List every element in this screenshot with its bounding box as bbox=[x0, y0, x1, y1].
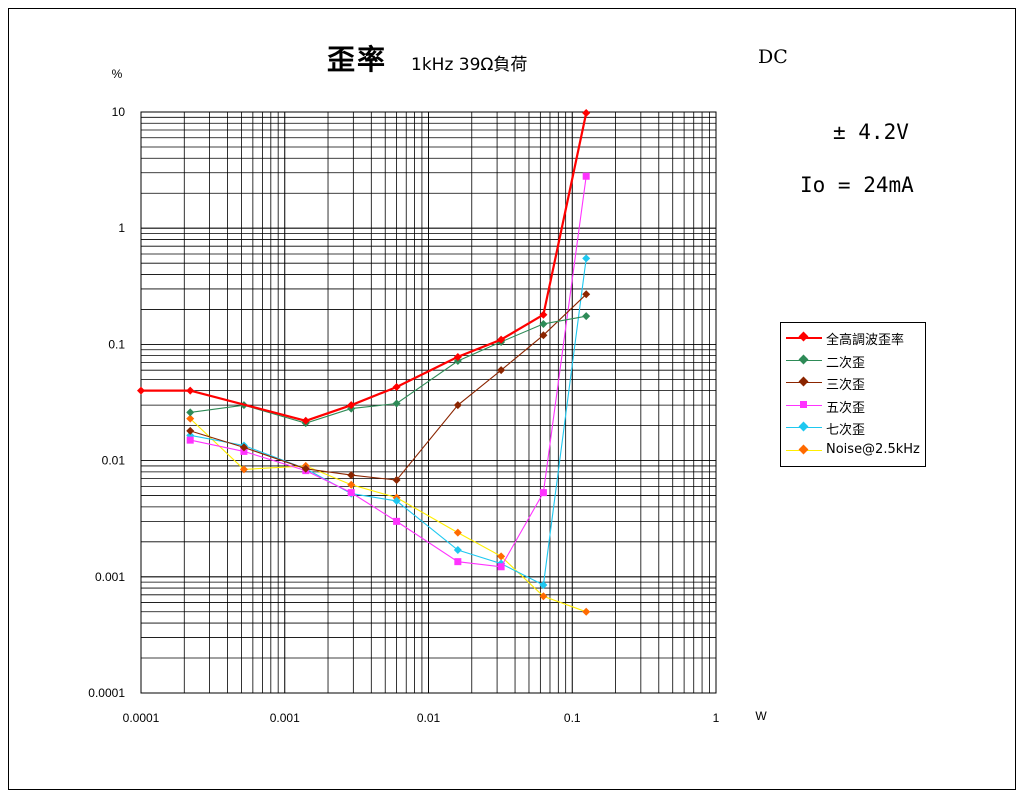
legend-item-h5: 五次歪 bbox=[781, 396, 925, 416]
data-point-noise bbox=[539, 592, 548, 601]
legend-label: 五次歪 bbox=[826, 400, 866, 416]
data-point-h2 bbox=[186, 408, 195, 417]
data-point-h3 bbox=[453, 401, 462, 410]
data-point-h3 bbox=[497, 366, 506, 375]
y-tick-label: 0.0001 bbox=[88, 686, 125, 700]
data-point-noise bbox=[497, 552, 506, 561]
data-point-noise bbox=[453, 528, 462, 537]
data-point-thd bbox=[497, 335, 506, 344]
current-label: Io = 24mA bbox=[800, 173, 914, 197]
legend-marker bbox=[800, 400, 807, 408]
x-tick-label: 0.001 bbox=[270, 711, 300, 725]
y-tick-label: 0.001 bbox=[95, 570, 125, 584]
dc-label: DC bbox=[758, 46, 788, 68]
legend-marker bbox=[798, 354, 809, 364]
data-point-noise bbox=[239, 465, 248, 474]
data-point-h7 bbox=[539, 581, 548, 590]
data-point-thd bbox=[137, 386, 145, 395]
data-point-thd bbox=[301, 416, 310, 425]
x-axis-label: W bbox=[755, 709, 767, 723]
y-tick-label: 0.01 bbox=[102, 454, 126, 468]
legend-item-thd: 全高調波歪率 bbox=[781, 328, 925, 348]
data-point-thd bbox=[453, 352, 462, 361]
legend-label: 七次歪 bbox=[826, 423, 866, 438]
series-line-h7 bbox=[190, 258, 587, 586]
data-point-h5 bbox=[393, 517, 401, 525]
data-point-thd bbox=[392, 382, 401, 391]
data-point-h7 bbox=[453, 546, 462, 555]
legend-label: 三次歪 bbox=[826, 378, 866, 393]
data-point-h7 bbox=[392, 496, 401, 505]
data-point-h5 bbox=[347, 489, 355, 497]
data-point-noise bbox=[347, 480, 356, 489]
data-point-h2 bbox=[539, 319, 548, 328]
data-point-h2 bbox=[582, 312, 591, 321]
legend-label: Noise@2.5kHz bbox=[826, 441, 920, 457]
data-point-h5 bbox=[240, 447, 248, 455]
data-point-h3 bbox=[301, 464, 310, 473]
legend-label: 二次歪 bbox=[826, 355, 866, 371]
legend-marker bbox=[798, 376, 809, 387]
chart-title: 歪率 bbox=[327, 43, 388, 76]
y-tick-label: 1 bbox=[118, 221, 125, 235]
data-point-h5 bbox=[539, 489, 547, 497]
chart-subtitle: 1kHz 39Ω負荷 bbox=[411, 55, 528, 75]
series-line-h3 bbox=[190, 293, 587, 481]
legend-item-h2: 二次歪 bbox=[781, 351, 925, 371]
legend-label: 全高調波歪率 bbox=[826, 333, 905, 348]
data-point-h5 bbox=[582, 172, 590, 180]
data-point-thd bbox=[582, 109, 591, 118]
legend-marker bbox=[798, 331, 809, 342]
legend-marker bbox=[798, 444, 809, 454]
data-point-h3 bbox=[582, 290, 591, 299]
data-point-h3 bbox=[186, 426, 195, 435]
data-point-h5 bbox=[454, 558, 462, 566]
legend-item-noise: Noise@2.5kHz bbox=[781, 441, 925, 461]
data-point-thd bbox=[539, 310, 548, 319]
data-point-h5 bbox=[497, 563, 505, 571]
data-point-noise bbox=[186, 414, 195, 423]
voltage-label: ± 4.2V bbox=[833, 120, 909, 144]
y-tick-label: 0.1 bbox=[108, 337, 125, 351]
x-tick-label: 1 bbox=[713, 711, 720, 725]
data-point-thd bbox=[347, 401, 356, 410]
y-tick-label: 10 bbox=[112, 105, 126, 119]
x-tick-label: 0.0001 bbox=[123, 711, 160, 725]
data-point-h3 bbox=[539, 331, 548, 340]
legend: 全高調波歪率 二次歪三次歪五次歪七次歪 Noise@2.5kHz bbox=[780, 322, 926, 467]
x-tick-label: 0.01 bbox=[417, 711, 441, 725]
legend-marker bbox=[798, 421, 809, 432]
x-tick-label: 0.1 bbox=[564, 711, 581, 725]
data-point-h7 bbox=[582, 254, 591, 263]
series-line-h5 bbox=[190, 176, 587, 568]
data-point-h3 bbox=[347, 471, 356, 480]
data-point-h2 bbox=[392, 399, 401, 408]
plot-border bbox=[140, 111, 717, 694]
series-line-thd bbox=[141, 112, 588, 422]
data-point-h3 bbox=[392, 476, 401, 485]
data-point-thd bbox=[186, 386, 195, 395]
data-point-noise bbox=[582, 607, 591, 616]
legend-item-h3: 三次歪 bbox=[781, 373, 925, 393]
legend-item-h7: 七次歪 bbox=[781, 418, 925, 438]
data-point-h3 bbox=[239, 443, 248, 452]
y-axis-label: % bbox=[112, 67, 123, 81]
data-point-h5 bbox=[186, 436, 194, 444]
